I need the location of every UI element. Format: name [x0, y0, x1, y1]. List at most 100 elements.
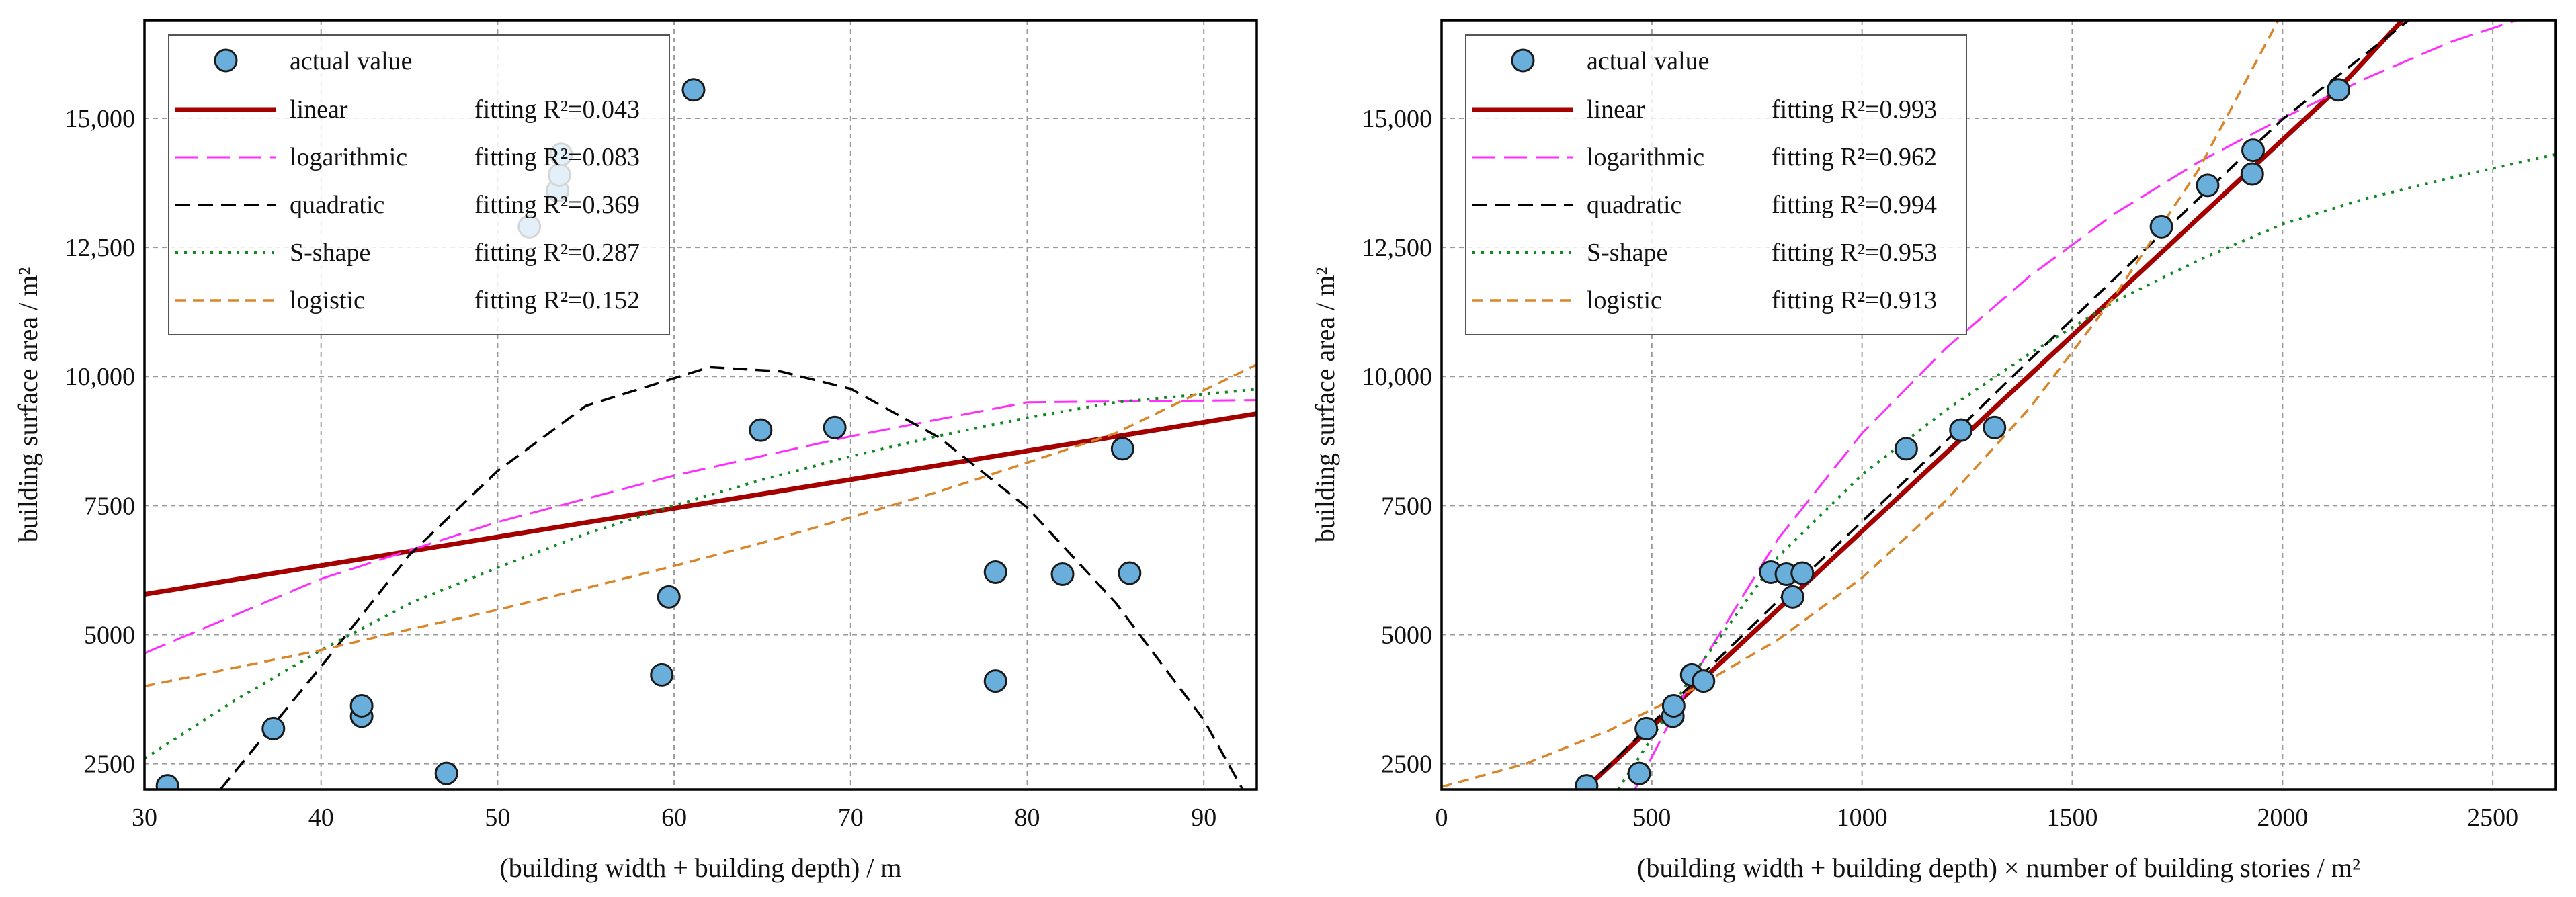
data-point [1894, 437, 1918, 461]
legend-label: S-shape [290, 239, 370, 267]
data-point [2241, 138, 2266, 163]
data-point [1983, 415, 2007, 439]
data-point [1110, 437, 1134, 461]
data-point [155, 774, 179, 789]
legend-label: linear [1587, 95, 1645, 124]
data-point [1780, 585, 1804, 609]
legend-box [168, 34, 670, 335]
fit-curve-linear [144, 411, 1257, 597]
legend-label: quadratic [1587, 191, 1681, 219]
y-tick-label: 10,000 [1362, 363, 1433, 391]
y-tick-label: 2500 [84, 751, 135, 779]
legend-r2-label: fitting R²=0.287 [474, 239, 640, 267]
fit-curve-logarithmic [1634, 20, 2520, 789]
fit-curve-quadratic [219, 366, 1244, 789]
plot-frame [143, 19, 1258, 791]
x-tick-label: 2500 [2467, 804, 2518, 832]
chart-panel-1: 30 40 50 60 70 80 90 2500 5000 7500 10,000 12,500 15… [13, 19, 1258, 883]
legend-label: actual value [1587, 47, 1710, 75]
legend-r2-label: fitting R²=0.993 [1772, 95, 1937, 124]
data-point [261, 716, 286, 740]
data-point [1634, 716, 1659, 740]
x-tick-label: 30 [132, 804, 157, 832]
legend-r2-label: fitting R²=0.152 [474, 286, 640, 314]
x-tick-label: 500 [1632, 804, 1671, 832]
legend-label: actual value [290, 47, 413, 75]
data-point [1575, 774, 1599, 789]
legend-label: linear [290, 95, 348, 124]
legend-r2-label: fitting R²=0.994 [1772, 191, 1937, 219]
data-point [749, 418, 773, 442]
legend-r2-label: fitting R²=0.369 [474, 191, 640, 219]
data-point [349, 694, 374, 718]
legend-label: logistic [290, 286, 365, 314]
legend-label: S-shape [1587, 239, 1667, 267]
data-point [434, 761, 458, 785]
data-point [1118, 561, 1142, 585]
data-points [1575, 78, 2351, 789]
plot-frame [1440, 19, 2557, 791]
data-point [983, 560, 1007, 584]
x-axis-label: (building width + building depth) × numb… [1637, 853, 2360, 883]
fit-curves [144, 364, 1257, 789]
data-point [1661, 694, 1686, 718]
legend-label: quadratic [290, 191, 384, 219]
x-tick-label: 1500 [2046, 804, 2097, 832]
y-tick-label: 15,000 [65, 105, 136, 133]
x-tick-label: 40 [308, 804, 334, 832]
data-point [2196, 173, 2220, 198]
y-axis-label: building surface area / m² [13, 267, 43, 543]
data-point [2149, 214, 2173, 239]
y-tick-label: 12,500 [1362, 234, 1433, 262]
legend-marker-point [214, 48, 238, 73]
x-tick-label: 80 [1014, 804, 1040, 832]
legend-label: logarithmic [290, 143, 407, 171]
fit-curve-logistic [144, 364, 1257, 688]
x-tick-label: 50 [485, 804, 510, 832]
y-tick-label: 7500 [84, 492, 135, 520]
fit-curve-logarithmic [144, 399, 1257, 654]
legend: actual value linear fitting R²=0.993 logari… [1465, 34, 1967, 335]
legend-r2-label: fitting R²=0.962 [1772, 143, 1937, 171]
fit-curve-logistic [1442, 20, 2280, 788]
data-point [1050, 562, 1075, 587]
x-axis-label: (building width + building depth) / m [499, 853, 901, 883]
data-point [650, 663, 674, 687]
data-point [1790, 561, 1815, 585]
x-tick-label: 90 [1191, 804, 1216, 832]
legend-label: logistic [1587, 286, 1662, 314]
data-point [2327, 78, 2351, 102]
legend-marker-point [1511, 48, 1535, 73]
x-tick-label: 70 [838, 804, 864, 832]
y-tick-label: 2500 [1381, 751, 1432, 779]
legend-label: logarithmic [1587, 143, 1704, 171]
data-point [2240, 162, 2264, 186]
legend: actual value linear fitting R²=0.043 logari… [168, 34, 670, 335]
fit-curve-sshape [1617, 153, 2556, 789]
legend-r2-label: fitting R²=0.913 [1772, 286, 1937, 314]
legend-r2-label: fitting R²=0.043 [474, 95, 640, 124]
legend-r2-label: fitting R²=0.083 [474, 143, 640, 171]
y-tick-label: 5000 [84, 621, 135, 649]
y-tick-label: 10,000 [65, 363, 136, 391]
data-point [1692, 669, 1716, 693]
x-tick-label: 1000 [1837, 804, 1888, 832]
data-point [1627, 761, 1651, 785]
data-point [657, 585, 681, 609]
x-tick-label: 0 [1436, 804, 1448, 832]
fit-curve-sshape [144, 388, 1257, 760]
data-point [983, 669, 1007, 693]
y-axis-label: building surface area / m² [1310, 267, 1340, 543]
data-point [1949, 418, 1973, 442]
chart-panel-2: 0 500 1000 1500 2000 2500 2500 5000 7500 10,000 12… [1310, 19, 2557, 883]
x-tick-label: 2000 [2257, 804, 2308, 832]
y-tick-label: 5000 [1381, 621, 1432, 649]
y-tick-label: 12,500 [65, 234, 136, 262]
y-tick-label: 7500 [1381, 492, 1432, 520]
data-point [823, 415, 847, 439]
legend-box [1465, 34, 1967, 335]
x-tick-label: 60 [661, 804, 687, 832]
legend-r2-label: fitting R²=0.953 [1772, 239, 1937, 267]
data-point [681, 78, 706, 102]
